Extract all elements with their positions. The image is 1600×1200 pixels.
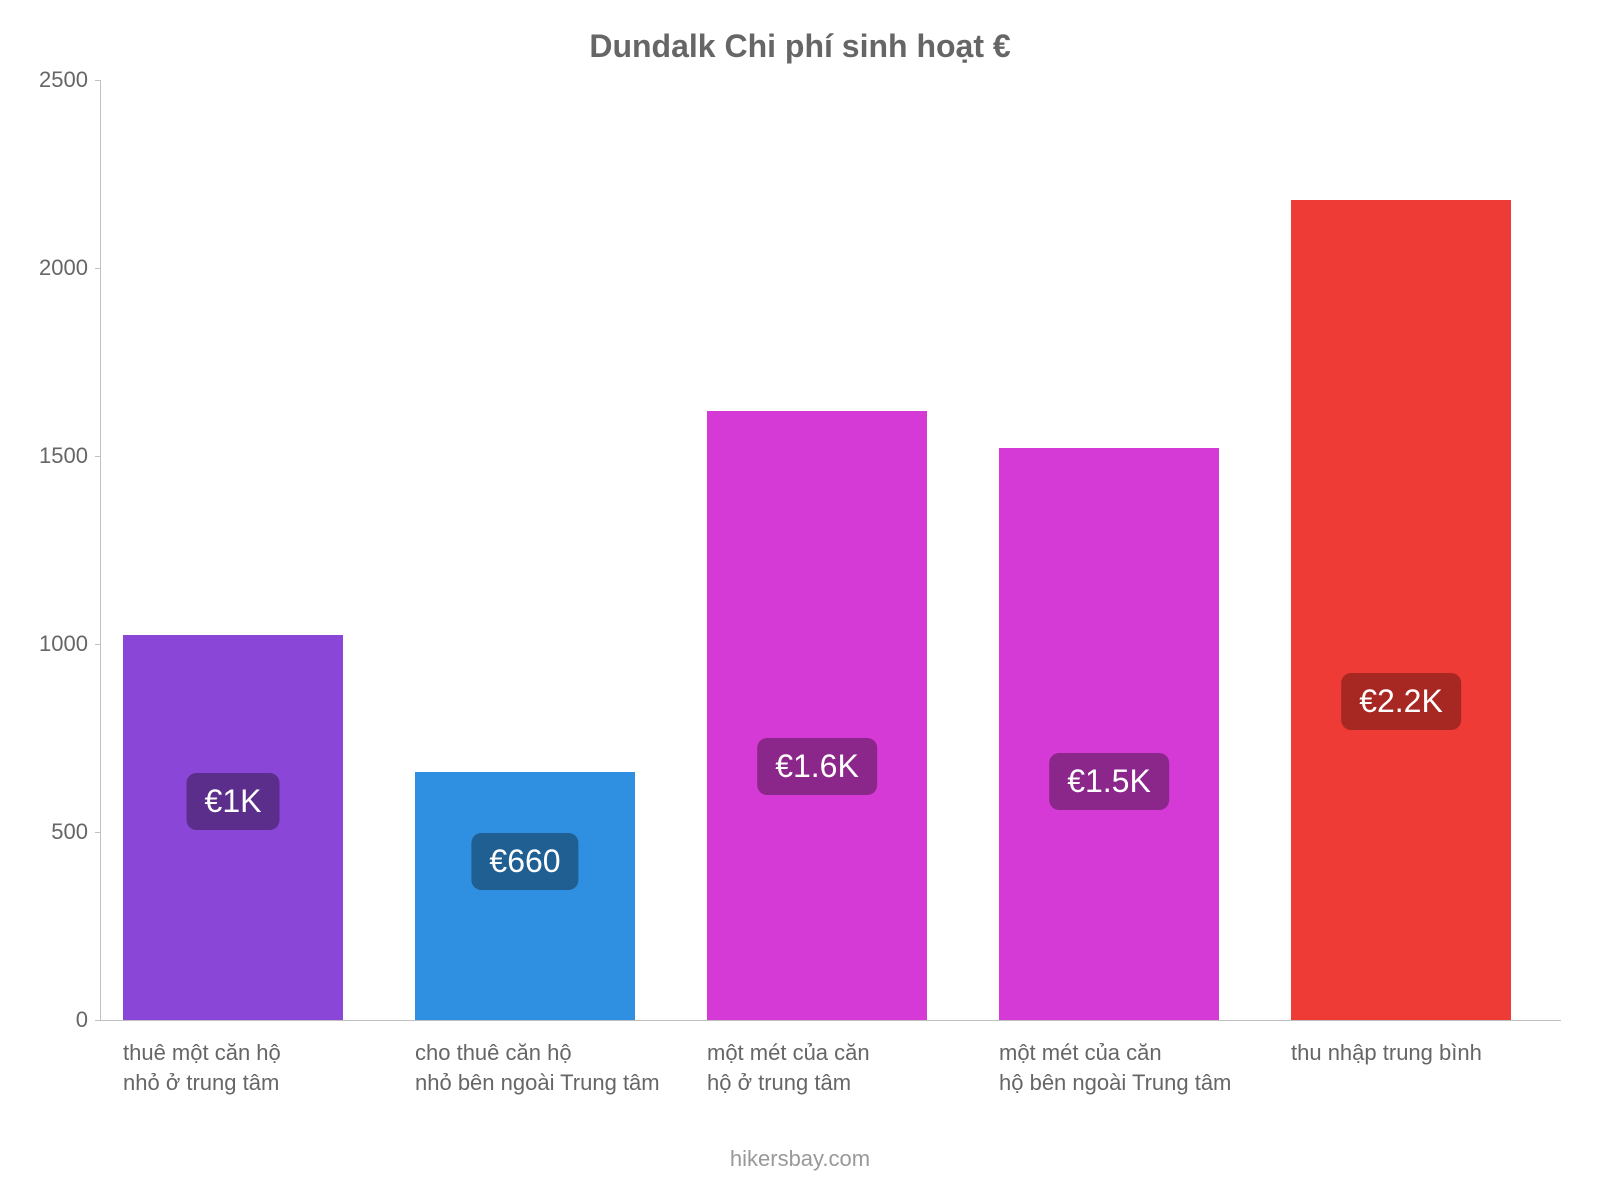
chart-title: Dundalk Chi phí sinh hoạt €: [0, 28, 1600, 65]
x-axis-label: một mét của cănhộ bên ngoài Trung tâm: [999, 1038, 1291, 1097]
bar: €1.6Kmột mét của cănhộ ở trung tâm: [707, 411, 927, 1020]
x-axis-label: thu nhập trung bình: [1291, 1038, 1583, 1068]
y-tick: [95, 644, 101, 645]
x-axis-label: một mét của cănhộ ở trung tâm: [707, 1038, 999, 1097]
y-tick-label: 2500: [39, 67, 88, 93]
bar-value-pill: €660: [471, 833, 578, 890]
bar-value-pill: €1K: [187, 773, 280, 830]
bar: €2.2Kthu nhập trung bình: [1291, 200, 1511, 1020]
bar: €1Kthuê một căn hộnhỏ ở trung tâm: [123, 635, 343, 1020]
plot-area: €1Kthuê một căn hộnhỏ ở trung tâm €660cho…: [100, 80, 1561, 1021]
bar-value-pill: €2.2K: [1341, 673, 1461, 730]
bar-value-pill: €1.5K: [1049, 753, 1169, 810]
y-tick: [95, 80, 101, 81]
y-tick: [95, 268, 101, 269]
chart-container: Dundalk Chi phí sinh hoạt € 0 500 1000 1…: [0, 0, 1600, 1200]
y-tick: [95, 1020, 101, 1021]
y-tick-label: 1000: [39, 631, 88, 657]
y-tick-label: 0: [76, 1007, 88, 1033]
y-tick-label: 2000: [39, 255, 88, 281]
x-axis-label: cho thuê căn hộnhỏ bên ngoài Trung tâm: [415, 1038, 707, 1097]
chart-footer: hikersbay.com: [0, 1146, 1600, 1172]
y-tick-label: 500: [51, 819, 88, 845]
y-tick-label: 1500: [39, 443, 88, 469]
x-axis-label: thuê một căn hộnhỏ ở trung tâm: [123, 1038, 415, 1097]
y-tick: [95, 456, 101, 457]
bar: €660cho thuê căn hộnhỏ bên ngoài Trung t…: [415, 772, 635, 1020]
bar: €1.5Kmột mét của cănhộ bên ngoài Trung t…: [999, 448, 1219, 1020]
y-tick: [95, 832, 101, 833]
y-axis-labels: 0 500 1000 1500 2000 2500: [0, 80, 94, 1020]
bar-value-pill: €1.6K: [757, 738, 877, 795]
